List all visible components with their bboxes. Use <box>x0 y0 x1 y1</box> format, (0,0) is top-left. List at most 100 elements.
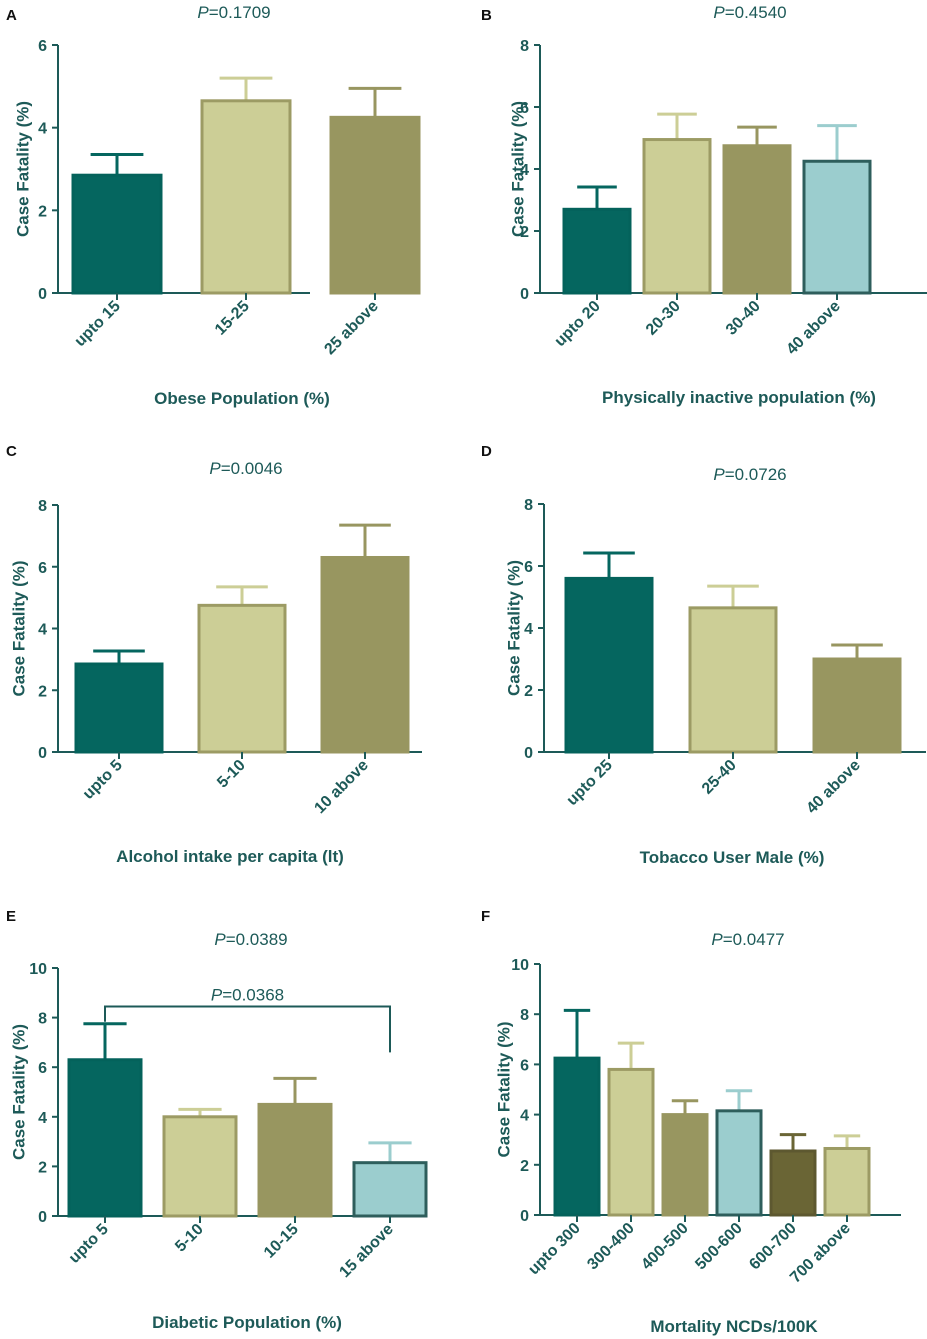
p-symbol: P <box>713 3 725 22</box>
bar <box>688 606 778 754</box>
bar <box>812 657 902 754</box>
y-tick-label: 0 <box>524 745 533 762</box>
y-tick-label: 2 <box>38 203 47 220</box>
y-tick-label: 8 <box>520 38 529 55</box>
bar <box>257 1102 333 1218</box>
p-symbol: P <box>214 930 226 949</box>
y-tick-label: 6 <box>520 100 529 117</box>
chart-panel-a: A P=0.1709 Case Fatality (%) 0 2 4 6 upto 15 15-… <box>6 3 421 408</box>
y-tick-label: 2 <box>520 224 529 241</box>
y-tick-label: 4 <box>524 621 533 638</box>
y-tick-label: 6 <box>38 38 47 55</box>
y-tick-label: 8 <box>520 1007 529 1024</box>
x-tick-label: 500-600 <box>692 1220 746 1274</box>
chart-panel-d: D P=0.0726 Case Fatality (%) 0 2 4 6 8 upto 25 25… <box>481 443 926 867</box>
x-tick-label: upto 300 <box>525 1220 584 1279</box>
bar <box>823 1146 871 1217</box>
y-tick-label: 6 <box>520 1057 529 1074</box>
bar <box>607 1067 655 1217</box>
y-axis-label: Case Fatality (%) <box>9 1024 28 1160</box>
panel-title: P=0.0389 <box>214 930 287 949</box>
x-tick-label: 400-500 <box>638 1220 692 1274</box>
y-axis-label: Case Fatality (%) <box>13 101 32 237</box>
bar <box>642 138 712 295</box>
p-symbol: P <box>209 459 221 478</box>
y-tick-label: 4 <box>38 1110 47 1127</box>
p-value: =0.0368 <box>222 985 284 1004</box>
y-tick-label: 0 <box>38 286 47 303</box>
bar <box>320 555 410 754</box>
y-tick-label: 6 <box>524 559 533 576</box>
x-tick-label: 40 above <box>803 757 864 818</box>
bar <box>352 1161 428 1218</box>
chart-panel-c: C P=0.0046 Case Fatality (%) 0 2 4 6 8 upto 5 5-1… <box>6 443 422 866</box>
panel-letter: C <box>6 443 17 460</box>
y-tick-label: 0 <box>520 286 529 303</box>
y-tick-label: 4 <box>520 162 529 179</box>
bar <box>722 144 792 295</box>
y-tick-label: 10 <box>29 961 47 978</box>
bar <box>802 159 872 295</box>
y-tick-label: 2 <box>38 1159 47 1176</box>
bar <box>715 1109 763 1217</box>
y-axis-label: Case Fatality (%) <box>494 1021 513 1157</box>
bar <box>200 99 292 295</box>
y-tick-label: 4 <box>38 622 47 639</box>
y-tick-label: 6 <box>38 1060 47 1077</box>
bar <box>562 207 632 295</box>
x-tick-label: 15 above <box>336 1221 397 1282</box>
bar <box>71 173 163 295</box>
bar <box>553 1056 601 1217</box>
x-tick-label: upto 20 <box>552 298 604 350</box>
chart-panel-b: B P=0.4540 Case Fatality (%) 0 2 4 6 8 upto 20 20… <box>481 3 927 407</box>
chart-panel-f: F P=0.0477 Case Fatality (%) 0 2 4 6 8 10 upto 30… <box>481 908 901 1336</box>
y-axis-label: Case Fatality (%) <box>504 560 523 696</box>
x-tick-label: 15-25 <box>212 298 253 339</box>
bar <box>769 1149 817 1217</box>
panel-title: P=0.1709 <box>197 3 270 22</box>
x-tick-label: upto 5 <box>66 1221 112 1267</box>
panel-title: P=0.0477 <box>711 930 784 949</box>
panel-letter: D <box>481 443 492 460</box>
y-tick-label: 8 <box>38 498 47 515</box>
y-axis-label: Case Fatality (%) <box>9 560 28 696</box>
panel-title: P=0.4540 <box>713 3 786 22</box>
y-tick-label: 2 <box>520 1158 529 1175</box>
x-tick-label: 40 above <box>783 298 844 359</box>
p-value: =0.0389 <box>226 930 288 949</box>
x-tick-label: 10-15 <box>261 1221 302 1262</box>
panel-title: P=0.0046 <box>209 459 282 478</box>
x-axis-label: Physically inactive population (%) <box>602 388 876 407</box>
x-tick-label: 10 above <box>311 757 372 818</box>
bar <box>564 576 654 754</box>
p-value: =0.1709 <box>209 3 271 22</box>
x-axis-label: Obese Population (%) <box>154 389 330 408</box>
y-tick-label: 4 <box>520 1108 529 1125</box>
y-tick-label: 6 <box>38 560 47 577</box>
panel-letter: F <box>481 908 490 925</box>
panel-letter: A <box>6 7 17 24</box>
y-tick-label: 0 <box>520 1208 529 1225</box>
y-tick-label: 4 <box>38 121 47 138</box>
p-value: =0.0046 <box>221 459 283 478</box>
panel-letter: B <box>481 7 492 24</box>
p-symbol: P <box>211 985 223 1004</box>
y-tick-label: 8 <box>38 1011 47 1028</box>
x-tick-label: 30-40 <box>723 298 764 339</box>
x-tick-label: 600-700 <box>746 1220 800 1274</box>
x-tick-label: 20-30 <box>643 298 684 339</box>
x-tick-label: upto 5 <box>80 757 126 803</box>
x-tick-label: 5-10 <box>172 1221 207 1256</box>
p-symbol: P <box>713 465 725 484</box>
x-tick-label: upto 25 <box>564 757 616 809</box>
y-tick-label: 8 <box>524 497 533 514</box>
x-tick-label: 5-10 <box>214 757 249 792</box>
bar <box>661 1113 709 1217</box>
panel-letter: E <box>6 908 16 925</box>
p-value: =0.0726 <box>725 465 787 484</box>
p-symbol: P <box>197 3 209 22</box>
significance-bracket <box>104 1005 391 1053</box>
x-tick-label: 25 above <box>321 298 382 359</box>
bar <box>67 1058 143 1218</box>
